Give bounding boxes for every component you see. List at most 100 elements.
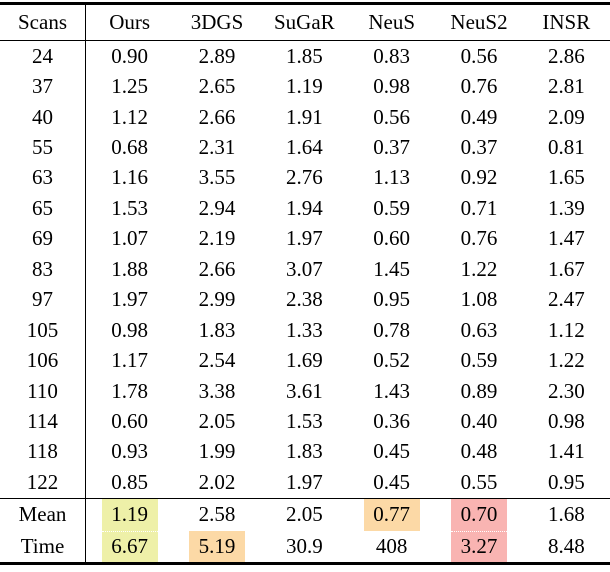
value-cell: 0.92	[460, 165, 498, 190]
value-cell: 2.94	[198, 195, 236, 220]
header-ours: Ours	[109, 9, 151, 34]
time-value: 30.9	[285, 533, 323, 558]
value-cell: 0.36	[373, 408, 411, 433]
mean-value: 1.68	[547, 502, 585, 527]
time-value: 5.19	[188, 530, 245, 563]
time-value-cell: 30.9	[261, 531, 348, 563]
value-cell: 1.22	[460, 256, 498, 281]
value-cell: 0.56	[460, 43, 498, 68]
value-cell: 1.08	[460, 287, 498, 312]
value-cell: 1.99	[198, 439, 236, 464]
table-header-row: Scans Ours 3DGS SuGaR NeuS NeuS2 INSR	[0, 5, 610, 40]
value-cell: 2.66	[198, 104, 236, 129]
value-cell: 0.81	[547, 135, 585, 160]
value-cell: 1.67	[547, 256, 585, 281]
table-row: 118 0.93 1.99 1.83 0.45 0.48 1.41	[0, 436, 610, 468]
value-cell: 0.59	[460, 348, 498, 373]
value-cell: 2.65	[198, 74, 236, 99]
value-cell: 1.07	[111, 226, 149, 251]
table-body: 24 0.90 2.89 1.85 0.83 0.56 2.86 37 1.25…	[0, 41, 610, 498]
value-cell: 1.64	[285, 135, 323, 160]
scan-id-cell: 122	[0, 467, 86, 498]
mean-value-cell: 2.58	[173, 499, 260, 531]
value-cell: 3.07	[285, 256, 323, 281]
value-cell: 1.22	[547, 348, 585, 373]
value-cell: 1.88	[111, 256, 149, 281]
table-row: 105 0.98 1.83 1.33 0.78 0.63 1.12	[0, 314, 610, 346]
value-cell: 1.83	[285, 439, 323, 464]
value-cell: 1.78	[111, 378, 149, 403]
value-cell: 0.78	[373, 317, 411, 342]
mean-value-cell: 1.19	[86, 499, 173, 531]
mean-value-cell: 1.68	[523, 499, 610, 531]
mean-row: Mean 1.19 2.58 2.05 0.77 0.70 1.68	[0, 499, 610, 531]
value-cell: 2.09	[547, 104, 585, 129]
scan-id-cell: 114	[0, 406, 86, 437]
value-cell: 0.90	[111, 43, 149, 68]
value-cell: 1.16	[111, 165, 149, 190]
table-bottom-rule	[0, 562, 610, 566]
value-cell: 2.81	[547, 74, 585, 99]
mean-value: 2.05	[285, 502, 323, 527]
value-cell: 1.97	[285, 469, 323, 494]
value-cell: 0.98	[373, 74, 411, 99]
mean-value: 2.58	[198, 502, 236, 527]
scan-id-cell: 105	[0, 314, 86, 346]
scan-id-cell: 55	[0, 132, 86, 163]
value-cell: 3.61	[285, 378, 323, 403]
table-row: 106 1.17 2.54 1.69 0.52 0.59 1.22	[0, 345, 610, 376]
header-separator-rule	[0, 39, 610, 41]
header-3dgs: 3DGS	[190, 9, 244, 34]
value-cell: 1.41	[547, 439, 585, 464]
value-cell: 1.97	[111, 287, 149, 312]
mean-value-cell: 0.77	[348, 499, 435, 531]
scan-id-cell: 110	[0, 375, 86, 407]
value-cell: 0.93	[111, 439, 149, 464]
value-cell: 1.33	[285, 317, 323, 342]
value-cell: 2.76	[285, 165, 323, 190]
time-row-label: Time	[0, 530, 86, 563]
value-cell: 0.63	[460, 317, 498, 342]
table-row: 55 0.68 2.31 1.64 0.37 0.37 0.81	[0, 132, 610, 163]
value-cell: 1.94	[285, 195, 323, 220]
value-cell: 3.55	[198, 165, 236, 190]
mean-value-cell: 2.05	[261, 499, 348, 531]
value-cell: 0.49	[460, 104, 498, 129]
value-cell: 2.19	[198, 226, 236, 251]
value-cell: 0.60	[373, 226, 411, 251]
value-cell: 2.02	[198, 469, 236, 494]
value-cell: 1.17	[111, 348, 149, 373]
header-sugar: SuGaR	[273, 9, 335, 34]
table-row: 24 0.90 2.89 1.85 0.83 0.56 2.86	[0, 41, 610, 72]
value-cell: 1.53	[285, 408, 323, 433]
value-cell: 1.97	[285, 226, 323, 251]
time-value-cell: 3.27	[435, 530, 522, 563]
value-cell: 0.55	[460, 469, 498, 494]
value-cell: 0.56	[373, 104, 411, 129]
value-cell: 0.59	[373, 195, 411, 220]
value-cell: 0.37	[373, 135, 411, 160]
value-cell: 0.98	[547, 408, 585, 433]
value-cell: 2.99	[198, 287, 236, 312]
table-row: 114 0.60 2.05 1.53 0.36 0.40 0.98	[0, 406, 610, 437]
time-value: 3.27	[450, 530, 507, 563]
value-cell: 2.05	[198, 408, 236, 433]
value-cell: 1.39	[547, 195, 585, 220]
value-cell: 1.45	[373, 256, 411, 281]
scan-id-cell: 97	[0, 284, 86, 315]
value-cell: 2.89	[198, 43, 236, 68]
value-cell: 0.98	[111, 317, 149, 342]
value-cell: 1.47	[547, 226, 585, 251]
value-cell: 2.54	[198, 348, 236, 373]
header-insr: INSR	[542, 9, 591, 34]
table-row: 122 0.85 2.02 1.97 0.45 0.55 0.95	[0, 467, 610, 498]
scan-id-cell: 65	[0, 193, 86, 224]
scan-id-cell: 40	[0, 101, 86, 133]
value-cell: 1.13	[373, 165, 411, 190]
value-cell: 1.25	[111, 74, 149, 99]
table-row: 97 1.97 2.99 2.38 0.95 1.08 2.47	[0, 284, 610, 315]
value-cell: 0.89	[460, 378, 498, 403]
header-neus: NeuS	[368, 9, 415, 34]
time-value: 408	[375, 533, 408, 558]
